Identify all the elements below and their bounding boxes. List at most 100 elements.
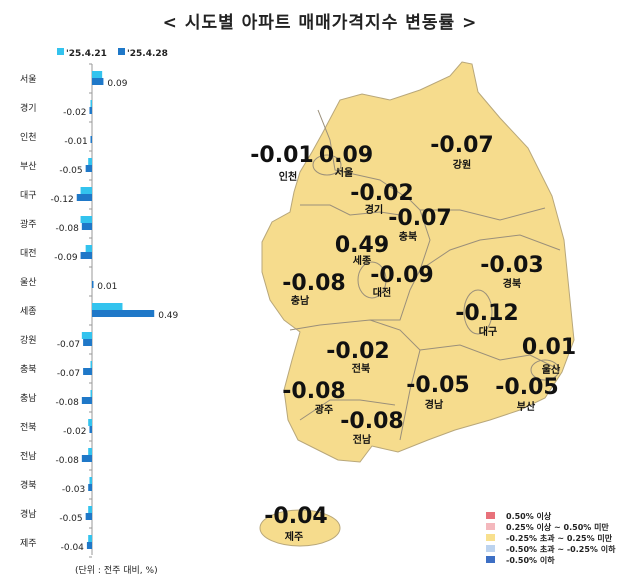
bar-0428: [92, 310, 155, 317]
bar-0428: [92, 78, 104, 85]
region-value: -0.12: [455, 301, 518, 326]
data-label: -0.02: [63, 427, 86, 437]
region-name: 전북: [352, 362, 370, 375]
bar-0421: [80, 216, 92, 223]
region-value: -0.07: [388, 206, 451, 231]
bar-0428: [90, 136, 92, 143]
bar-0421: [89, 477, 92, 484]
legend-label: '25.4.21: [66, 49, 107, 59]
bar-0428: [85, 165, 92, 172]
region-name: 광주: [315, 404, 333, 416]
bar-0428: [88, 484, 92, 491]
region-value: -0.02: [326, 339, 389, 364]
region-name: 강원: [453, 158, 471, 171]
legend-label: 0.50% 이상: [506, 511, 552, 521]
region-name: 제주: [285, 530, 303, 543]
legend-swatch: [486, 512, 495, 519]
bar-0428: [89, 107, 92, 114]
bar-0421: [85, 245, 92, 252]
data-label: -0.05: [59, 514, 82, 524]
category-label: 대전: [20, 248, 37, 259]
legend-label: 0.25% 이상 ~ 0.50% 미만: [506, 522, 609, 532]
data-label: -0.08: [56, 456, 80, 466]
category-label: 경남: [20, 508, 37, 520]
legend-label: -0.25% 초과 ~ 0.25% 미만: [506, 533, 613, 543]
bar-0428: [92, 281, 94, 288]
category-label: 부산: [20, 161, 37, 172]
bar-0421: [88, 535, 92, 542]
region-value: -0.09: [370, 263, 433, 288]
region-name: 인천: [279, 170, 297, 183]
bar-0428: [76, 194, 92, 201]
data-label: -0.08: [56, 224, 80, 234]
legend-swatch: [118, 48, 125, 55]
page-title: < 시도별 아파트 매매가격지수 변동률 >: [162, 13, 478, 33]
jeju-shape: [259, 509, 341, 547]
data-label: -0.07: [57, 369, 80, 379]
legend-swatch: [57, 48, 64, 55]
category-label: 전남: [20, 451, 37, 462]
unit-note: (단위 : 전주 대비, %): [75, 565, 158, 576]
region-name: 부산: [517, 400, 536, 413]
region-value: 0.09: [319, 143, 373, 168]
bar-0421: [81, 332, 92, 339]
category-label: 울산: [20, 277, 37, 288]
region-name: 경기: [365, 203, 383, 216]
category-label: 경북: [20, 479, 37, 491]
bar-0428: [80, 252, 92, 259]
region-value: -0.08: [282, 379, 345, 404]
data-label: -0.04: [61, 543, 85, 553]
category-label: 광주: [20, 218, 37, 230]
data-label: -0.02: [63, 108, 86, 118]
region-value: -0.05: [406, 373, 469, 398]
category-label: 충북: [20, 364, 37, 375]
bar-0428: [81, 397, 92, 404]
region-name: 경남: [425, 398, 444, 411]
legend-swatch: [486, 523, 495, 530]
region-name: 대구: [479, 325, 497, 338]
data-label: 0.01: [97, 282, 117, 292]
region-name: 서울: [335, 166, 353, 179]
bar-0428: [86, 542, 92, 549]
data-label: -0.12: [50, 195, 73, 205]
region-value: -0.05: [495, 375, 558, 400]
bar-0421: [88, 448, 92, 455]
bar-0428: [89, 426, 92, 433]
category-label: 전북: [20, 422, 37, 433]
region-value: -0.01: [250, 143, 313, 168]
data-label: -0.07: [57, 340, 80, 350]
region-name: 경북: [503, 277, 521, 290]
region-name: 울산: [542, 363, 561, 376]
region-value: -0.08: [340, 409, 403, 434]
data-label: -0.08: [56, 398, 80, 408]
region-name: 전남: [353, 433, 372, 446]
bar-0421: [92, 303, 123, 310]
bar-0421: [80, 187, 92, 194]
region-value: -0.07: [430, 133, 493, 158]
category-label: 대구: [20, 190, 37, 201]
category-label: 충남: [20, 393, 37, 404]
region-value: -0.08: [282, 271, 345, 296]
region-value: -0.04: [264, 504, 327, 529]
data-label: 0.09: [107, 79, 127, 89]
data-label: -0.01: [64, 137, 87, 147]
region-name: 대전: [373, 286, 391, 299]
region-value: -0.03: [480, 253, 543, 278]
bar-0421: [88, 419, 92, 426]
bar-0421: [90, 100, 92, 107]
category-label: 경기: [20, 102, 37, 114]
bar-0428: [83, 339, 92, 346]
bar-0421: [92, 71, 103, 78]
legend-swatch: [486, 545, 495, 552]
category-label: 제주: [20, 538, 37, 549]
legend-label: -0.50% 초과 ~ -0.25% 이하: [506, 544, 616, 554]
legend-swatch: [486, 556, 495, 563]
region-name: 세종: [353, 254, 371, 267]
bar-0421: [88, 158, 92, 165]
bar-chart: '25.4.21 '25.4.28 서울 0.09 경기 -0.02 인천 -0.01 부산 -0…: [20, 48, 179, 576]
korea-mainland: [261, 61, 575, 463]
data-label: -0.05: [59, 166, 82, 176]
category-label: 인천: [20, 132, 37, 143]
data-label: 0.49: [158, 311, 178, 321]
